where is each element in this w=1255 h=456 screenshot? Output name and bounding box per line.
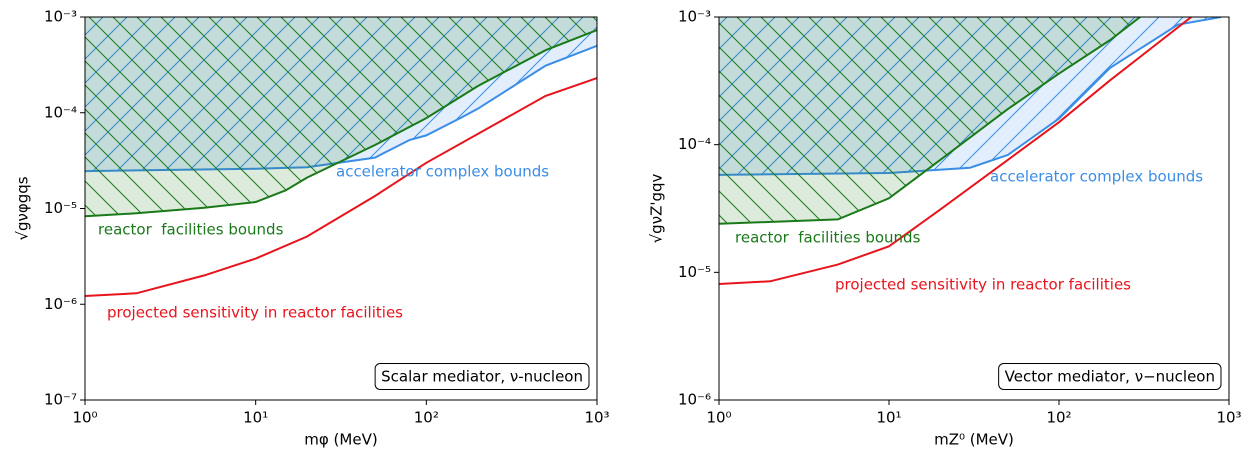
x-tick-label: 10¹: [876, 409, 901, 427]
curve: [719, 17, 1141, 225]
curve: [719, 17, 1192, 285]
curve: [85, 77, 597, 297]
curve-label: projected sensitivity in reactor facilit…: [107, 304, 403, 322]
y-axis-label: √gνφgqs: [14, 176, 32, 240]
x-tick-label: 10⁰: [72, 409, 97, 427]
x-axis-label: mφ (MeV): [304, 431, 377, 449]
y-tick-label: 10⁻⁵: [44, 199, 77, 217]
curve-label: reactor facilities bounds: [735, 229, 921, 247]
x-tick-label: 10²: [414, 409, 439, 427]
y-tick-label: 10⁻³: [678, 8, 711, 26]
note: Vector mediator, ν−nucleon: [1005, 368, 1215, 386]
note: Scalar mediator, ν-nucleon: [381, 368, 583, 386]
curve-label: reactor facilities bounds: [98, 221, 284, 239]
excluded-hatch: [719, 17, 1229, 224]
x-tick-label: 10³: [1216, 409, 1241, 427]
y-tick-label: 10⁻⁵: [678, 263, 711, 281]
excluded-hatch: [85, 17, 597, 217]
curve: [85, 29, 597, 218]
y-tick-label: 10⁻⁶: [44, 295, 77, 313]
curve-label: projected sensitivity in reactor facilit…: [835, 276, 1131, 294]
note-box: [374, 363, 590, 390]
curve-label: accelerator complex bounds: [990, 168, 1203, 186]
x-tick-label: 10¹: [243, 409, 268, 427]
plot-area: [85, 17, 597, 297]
curve-label: accelerator complex bounds: [336, 163, 549, 181]
axes-frame: [718, 16, 1230, 401]
y-tick-label: 10⁻⁶: [678, 391, 711, 409]
y-axis-label: √gνZ'gqv: [648, 173, 666, 243]
plot-area: [719, 17, 1229, 285]
y-tick-label: 10⁻⁴: [678, 135, 711, 153]
x-axis-label: mZ⁰ (MeV): [934, 431, 1014, 449]
y-tick-label: 10⁻³: [44, 8, 77, 26]
note-box: [998, 363, 1222, 390]
x-tick-label: 10³: [584, 409, 609, 427]
y-tick-label: 10⁻⁷: [44, 391, 77, 409]
x-tick-label: 10²: [1046, 409, 1071, 427]
y-tick-label: 10⁻⁴: [44, 103, 77, 121]
x-tick-label: 10⁰: [706, 409, 731, 427]
